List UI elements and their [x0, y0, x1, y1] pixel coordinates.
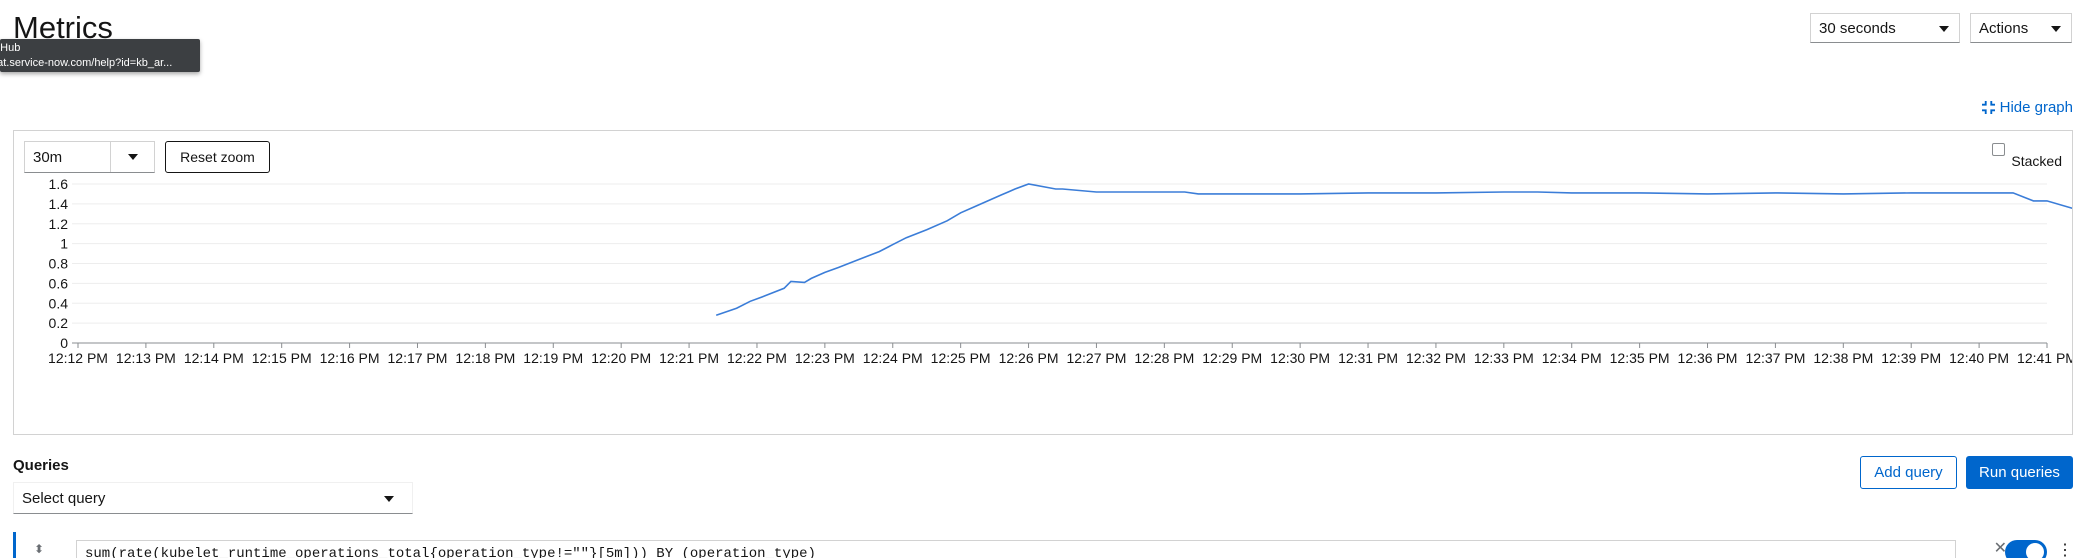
query-select-dropdown[interactable]: Select query: [13, 482, 413, 514]
refresh-interval-dropdown[interactable]: 30 seconds: [1810, 13, 1960, 43]
x-tick-label: 12:28 PM: [1134, 350, 1194, 366]
x-tick-label: 12:24 PM: [863, 350, 923, 366]
x-tick-label: 12:26 PM: [999, 350, 1059, 366]
refresh-interval-value: 30 seconds: [1819, 19, 1896, 37]
x-tick-label: 12:37 PM: [1745, 350, 1805, 366]
tooltip-line-1: e Hub: [0, 42, 21, 54]
x-tick-label: 12:23 PM: [795, 350, 855, 366]
series-line: [715, 183, 2072, 316]
actions-label: Actions: [1979, 19, 2029, 37]
y-tick-label: 0: [60, 335, 68, 351]
caret-down-icon: [384, 496, 394, 502]
x-tick-label: 12:18 PM: [455, 350, 515, 366]
x-tick-label: 12:17 PM: [388, 350, 448, 366]
time-span-value: 30m: [33, 148, 63, 166]
x-tick-label: 12:36 PM: [1678, 350, 1738, 366]
y-tick-label: 0.6: [49, 275, 69, 291]
x-tick-label: 12:30 PM: [1270, 350, 1330, 366]
stacked-checkbox[interactable]: [1992, 143, 2006, 156]
x-tick-label: 12:25 PM: [931, 350, 991, 366]
stacked-toggle[interactable]: Stacked: [1992, 143, 2062, 169]
metrics-line-chart[interactable]: 0 0.2 0.4 0.6 0.8 1 1.2 1.4 1.6 12:12 PM 12:13 PM 1…: [14, 179, 2072, 421]
x-tick-label: 12:20 PM: [591, 350, 651, 366]
query-expression-input[interactable]: sum(rate(kubelet_runtime_operations_tota…: [76, 540, 1956, 558]
kebab-menu-icon[interactable]: ⋮: [2057, 542, 2073, 558]
y-tick-label: 0.8: [49, 256, 69, 272]
stacked-label: Stacked: [2011, 153, 2062, 169]
y-tick-label: 1: [60, 236, 68, 252]
query-row: ⬍ sum(rate(kubelet_runtime_operations_to…: [13, 532, 2087, 558]
expand-icon[interactable]: ⬍: [34, 542, 45, 556]
x-tick-label: 12:19 PM: [523, 350, 583, 366]
time-span-toggle[interactable]: [110, 142, 154, 172]
x-tick-label: 12:38 PM: [1813, 350, 1873, 366]
reset-zoom-button[interactable]: Reset zoom: [165, 141, 270, 173]
time-span-input[interactable]: 30m: [24, 141, 155, 173]
x-tick-label: 12:40 PM: [1949, 350, 2009, 366]
run-queries-button[interactable]: Run queries: [1966, 456, 2073, 489]
x-tick-label: 12:32 PM: [1406, 350, 1466, 366]
hide-graph-button[interactable]: Hide graph: [1981, 99, 2073, 116]
x-tick-label: 12:29 PM: [1202, 350, 1262, 366]
y-tick-label: 1.2: [49, 216, 69, 232]
query-enable-switch[interactable]: [2005, 540, 2047, 558]
x-tick-label: 12:21 PM: [659, 350, 719, 366]
y-tick-label: 0.2: [49, 315, 69, 331]
add-query-button[interactable]: Add query: [1860, 456, 1957, 489]
x-tick-label: 12:33 PM: [1474, 350, 1534, 366]
x-tick-label: 12:14 PM: [184, 350, 244, 366]
x-tick-label: 12:16 PM: [320, 350, 380, 366]
x-tick-label: 12:34 PM: [1542, 350, 1602, 366]
x-tick-label: 12:13 PM: [116, 350, 176, 366]
y-tick-label: 1.4: [49, 196, 69, 212]
graph-panel: 30m Reset zoom Stacked 0 0.2 0.4 0.6 0.8 1 1.2…: [13, 130, 2073, 435]
caret-down-icon: [1939, 26, 1949, 32]
x-tick-label: 12:39 PM: [1881, 350, 1941, 366]
query-select-placeholder: Select query: [22, 489, 106, 507]
x-tick-label: 12:22 PM: [727, 350, 787, 366]
queries-heading: Queries: [13, 457, 69, 474]
delete-query-icon[interactable]: ✕: [1993, 540, 2007, 557]
x-tick-label: 12:15 PM: [252, 350, 312, 366]
x-tick-label: 12:35 PM: [1610, 350, 1670, 366]
y-tick-label: 1.6: [49, 179, 69, 192]
x-tick-label: 12:41 PM: [2017, 350, 2072, 366]
tooltip-line-2: nat.service-now.com/help?id=kb_ar...: [0, 57, 173, 69]
x-tick-label: 12:27 PM: [1066, 350, 1126, 366]
y-tick-label: 0.4: [49, 295, 69, 311]
actions-dropdown[interactable]: Actions: [1970, 13, 2072, 43]
x-tick-label: 12:12 PM: [48, 350, 108, 366]
x-tick-label: 12:31 PM: [1338, 350, 1398, 366]
hide-graph-label: Hide graph: [1999, 99, 2073, 116]
compress-icon: [1981, 101, 1995, 114]
link-tooltip: e Hub nat.service-now.com/help?id=kb_ar.…: [0, 39, 200, 72]
caret-down-icon: [127, 154, 138, 160]
caret-down-icon: [2051, 26, 2061, 32]
